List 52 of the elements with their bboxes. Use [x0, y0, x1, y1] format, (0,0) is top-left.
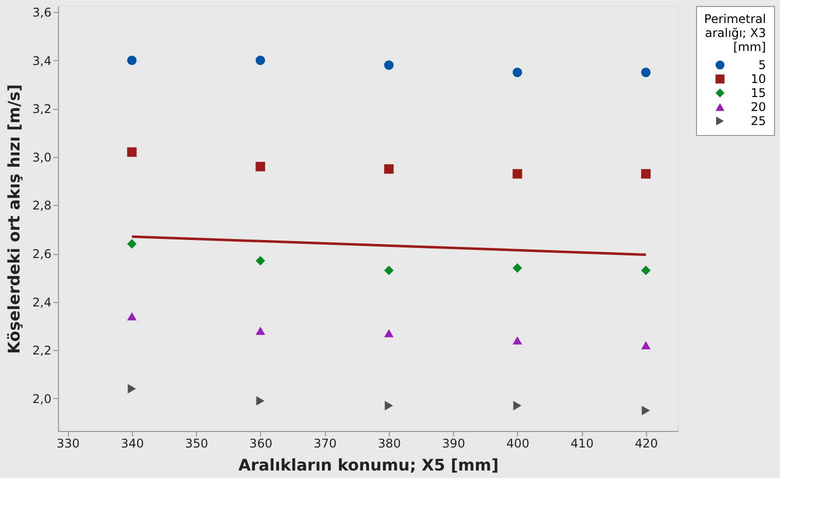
point — [384, 60, 394, 70]
point — [127, 147, 137, 157]
x-tick-label: 410 — [570, 436, 594, 450]
point — [384, 329, 394, 338]
legend-label: 25 — [750, 114, 766, 128]
point — [642, 406, 650, 416]
legend-title: Perimetral aralığı; X3 [mm] — [704, 12, 766, 54]
y-axis-title: Köşelerdeki ort akış hızı [m/s] — [4, 84, 24, 354]
x-tick-label: 350 — [185, 436, 208, 450]
y-tick-label: 3,6 — [32, 6, 52, 20]
x-tick-label: 400 — [506, 436, 530, 450]
y-tick-label: 3,2 — [32, 102, 52, 116]
point — [384, 164, 394, 174]
y-tick-label: 2,4 — [32, 295, 52, 310]
point — [256, 396, 264, 406]
legend-label: 10 — [750, 72, 766, 86]
point — [641, 341, 651, 350]
point — [256, 162, 266, 172]
point — [127, 312, 137, 320]
x-tick-label: 360 — [249, 436, 272, 450]
legend-label: 20 — [750, 100, 766, 114]
y-tick-label: 2,6 — [32, 247, 52, 262]
y-tick-label: 2,2 — [32, 344, 52, 358]
x-tick-label: 420 — [634, 436, 658, 450]
y-tick-label: 2,0 — [32, 392, 52, 406]
point — [384, 400, 393, 410]
point — [256, 256, 266, 266]
legend-label: 15 — [750, 86, 766, 100]
point — [256, 56, 266, 66]
x-tick-label: 330 — [56, 436, 80, 450]
point — [128, 384, 136, 394]
x-tick-label: 340 — [120, 436, 144, 450]
point — [256, 326, 266, 335]
point — [512, 263, 522, 273]
y-tick-label: 3,0 — [32, 150, 52, 164]
x-axis-title: Aralıkların konumu; X5 [mm] — [238, 456, 499, 474]
point — [127, 56, 137, 66]
y-tick-label: 3,4 — [32, 54, 52, 68]
point — [512, 336, 522, 345]
point — [641, 68, 651, 78]
y-tick-label: 2,8 — [32, 198, 52, 213]
x-tick-label: 370 — [314, 436, 337, 450]
x-tick-label: 390 — [442, 436, 466, 450]
point — [127, 239, 137, 249]
point — [512, 169, 522, 179]
point — [513, 400, 522, 410]
point — [641, 169, 651, 179]
point — [384, 266, 394, 276]
point — [512, 68, 522, 78]
x-tick-label: 380 — [378, 436, 401, 450]
text: 5 — [758, 58, 766, 72]
point — [641, 266, 651, 276]
